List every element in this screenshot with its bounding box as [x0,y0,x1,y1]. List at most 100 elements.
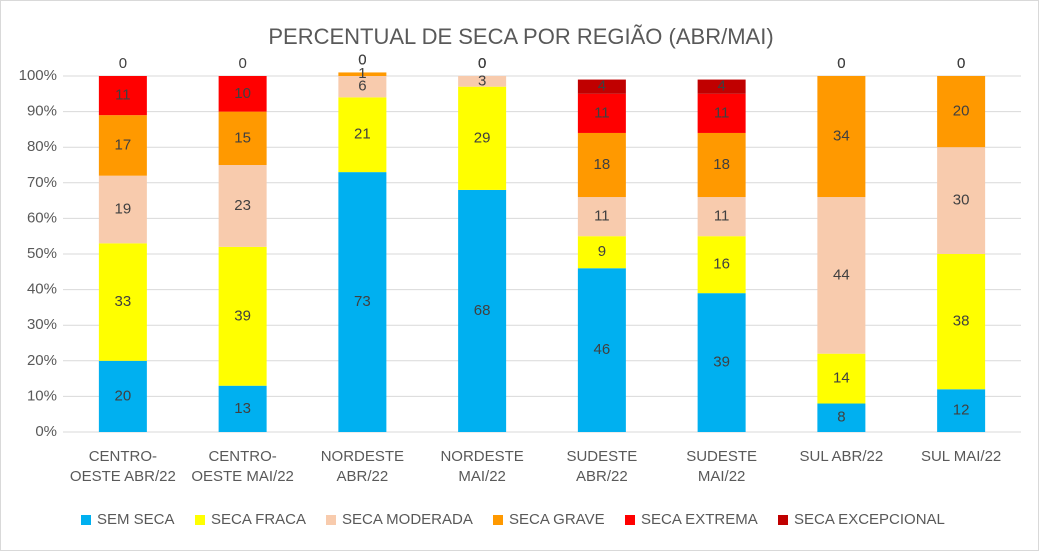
bar-segment [937,76,986,148]
y-tick-label: 50% [27,245,57,262]
data-label: 16 [713,256,730,273]
y-tick-label: 0% [35,423,57,440]
data-label: 20 [953,103,970,120]
data-label: 18 [713,156,730,173]
data-label: 34 [833,127,850,144]
legend-swatch [326,514,336,525]
data-label: 4 [717,78,725,95]
data-label: 0 [358,51,366,68]
y-tick-label: 60% [27,209,57,226]
bar-segment [697,132,746,198]
bar-segment [577,268,626,432]
bar-segment [458,86,507,190]
bar-segment [697,79,746,94]
bar-segment [338,72,387,76]
bar-segment [817,353,866,404]
x-tick-label: SUDESTE MAI/22 [686,448,758,485]
legend-swatch [81,514,91,525]
legend-item: SECA EXCEPCIONAL [778,511,945,528]
bar-segment [817,76,866,198]
bar-segment [98,76,147,116]
legend-label: SECA EXTREMA [641,511,758,528]
data-label: 11 [115,87,131,104]
data-label: 4 [598,78,606,95]
y-tick-label: 30% [27,316,57,333]
y-tick-label: 20% [27,352,57,369]
legend-swatch [625,514,635,525]
data-label: 44 [833,266,850,283]
data-label: 11 [714,208,730,225]
data-label: 14 [833,370,850,387]
bar-segment [218,246,267,386]
data-label: 0 [957,55,965,72]
data-label: 0 [478,55,486,72]
data-label: 38 [953,313,970,330]
data-label: 0 [837,55,845,72]
data-label: 6 [358,78,366,95]
legend-label: SECA GRAVE [509,511,605,528]
data-label: 0 [837,55,845,72]
data-label: 0 [957,55,965,72]
bar-segment [98,115,147,176]
legend-swatch [493,514,503,525]
data-label: 11 [594,104,610,121]
bar-segment [697,93,746,133]
data-label: 11 [594,208,610,225]
x-tick-label: SUL MAI/22 [920,448,1002,465]
legend-label: SECA MODERADA [342,511,473,528]
data-label: 0 [478,55,486,72]
legend-label: SEM SECA [97,511,175,528]
bar-segment [218,76,267,112]
x-tick-label: SUL ABR/22 [799,448,884,465]
bar-segment [577,132,626,198]
x-tick-label: NORDESTE ABR/22 [320,448,405,485]
bar-segment [218,111,267,165]
data-label: 39 [234,307,251,324]
legend-label: SECA EXCEPCIONAL [794,511,945,528]
data-label: 0 [358,51,366,68]
data-label: 29 [474,129,491,146]
bar-segment [937,389,986,432]
bar-segment [98,175,147,244]
y-tick-label: 80% [27,138,57,155]
y-tick-label: 40% [27,281,57,298]
data-label: 17 [115,136,132,153]
data-label: 30 [953,192,970,209]
bar-segment [577,197,626,237]
y-tick-label: 100% [19,67,57,84]
bar-segment [98,360,147,432]
bar-segment [937,147,986,254]
data-label: 20 [115,387,132,404]
data-label: 0 [478,55,486,72]
data-label: 21 [354,126,371,143]
data-label: 15 [234,129,251,146]
data-label: 0 [238,55,246,72]
bar-segment [817,403,866,432]
legend-swatch [778,514,788,525]
data-label: 12 [953,402,970,419]
legend-item: SEM SECA [81,511,175,528]
bar-segment [697,293,746,432]
data-label: 39 [713,354,730,371]
bar-segment [577,79,626,94]
data-label: 68 [474,302,491,319]
x-tick-label: NORDESTE MAI/22 [440,448,524,485]
data-label: 8 [837,409,845,426]
x-tick-label: CENTRO-OESTE ABR/22 [69,448,176,485]
y-tick-label: 10% [27,387,57,404]
bar-segment [98,243,147,361]
legend-item: SECA EXTREMA [625,511,758,528]
bar-segment [458,76,507,87]
data-label: 33 [115,293,132,310]
data-label: 9 [598,243,606,260]
data-label: 46 [594,341,611,358]
bar-segment [697,197,746,237]
legend-item: SECA MODERADA [326,511,473,528]
bar-segment [218,165,267,247]
data-label: 13 [234,400,251,417]
legend-swatch [195,514,205,525]
data-label: 10 [234,85,251,102]
legend-label: SECA FRACA [211,511,307,528]
bar-segment [218,385,267,432]
